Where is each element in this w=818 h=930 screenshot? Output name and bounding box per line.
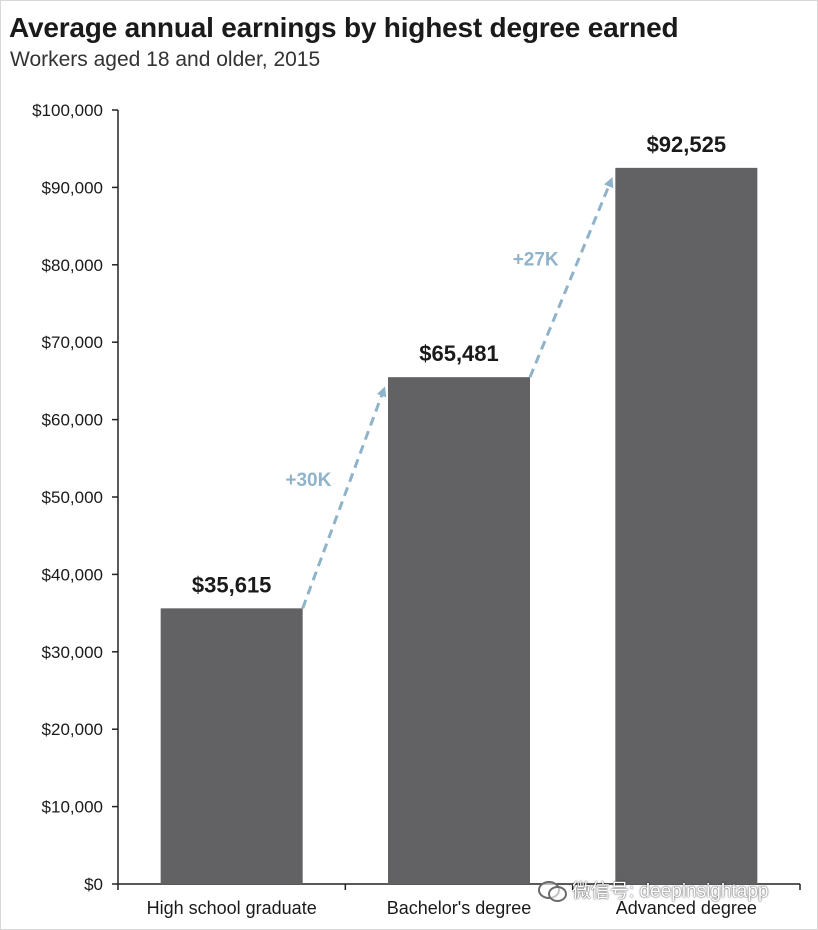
- bars: $35,615 $65,481 $92,525: [160, 132, 758, 884]
- wechat-icon: [538, 879, 567, 902]
- y-tick-label: $80,000: [42, 256, 103, 275]
- bar: [615, 167, 758, 884]
- chart-subtitle: Workers aged 18 and older, 2015: [10, 48, 321, 71]
- x-tick-label: High school graduate: [147, 898, 317, 918]
- x-tick-label: Advanced degree: [616, 898, 757, 918]
- x-tick-label: Bachelor's degree: [387, 898, 532, 918]
- y-tick-label: $70,000: [42, 333, 103, 352]
- data-label: $65,481: [419, 341, 499, 366]
- y-tick-label: $60,000: [42, 411, 103, 430]
- growth-label: +30K: [285, 470, 331, 491]
- y-tick-label: $40,000: [42, 565, 103, 584]
- growth-arrow: [301, 386, 387, 609]
- chart-title: Average annual earnings by highest degre…: [9, 12, 679, 43]
- y-tick-label: $10,000: [42, 798, 103, 817]
- y-tick-label: $0: [84, 875, 103, 894]
- y-tick-label: $30,000: [42, 643, 103, 662]
- growth-arrow: [528, 177, 614, 378]
- growth-label: +27K: [513, 250, 559, 271]
- data-label: $92,525: [647, 132, 727, 157]
- y-tick-label: $20,000: [42, 720, 103, 739]
- y-tick-label: $90,000: [42, 178, 103, 197]
- y-tick-label: $50,000: [42, 488, 103, 507]
- watermark: 微信号: deepinsightapp: [538, 876, 768, 903]
- bar: [160, 608, 303, 884]
- data-label: $35,615: [192, 572, 272, 597]
- bar: [388, 377, 530, 884]
- watermark-text: 微信号: deepinsightapp: [572, 881, 769, 902]
- y-tick-label: $100,000: [32, 101, 103, 120]
- y-axis: $0 $10,000 $20,000 $30,000 $40,000 $50,000 $60…: [32, 101, 119, 894]
- growth-annotations: +30K +27K: [285, 177, 614, 609]
